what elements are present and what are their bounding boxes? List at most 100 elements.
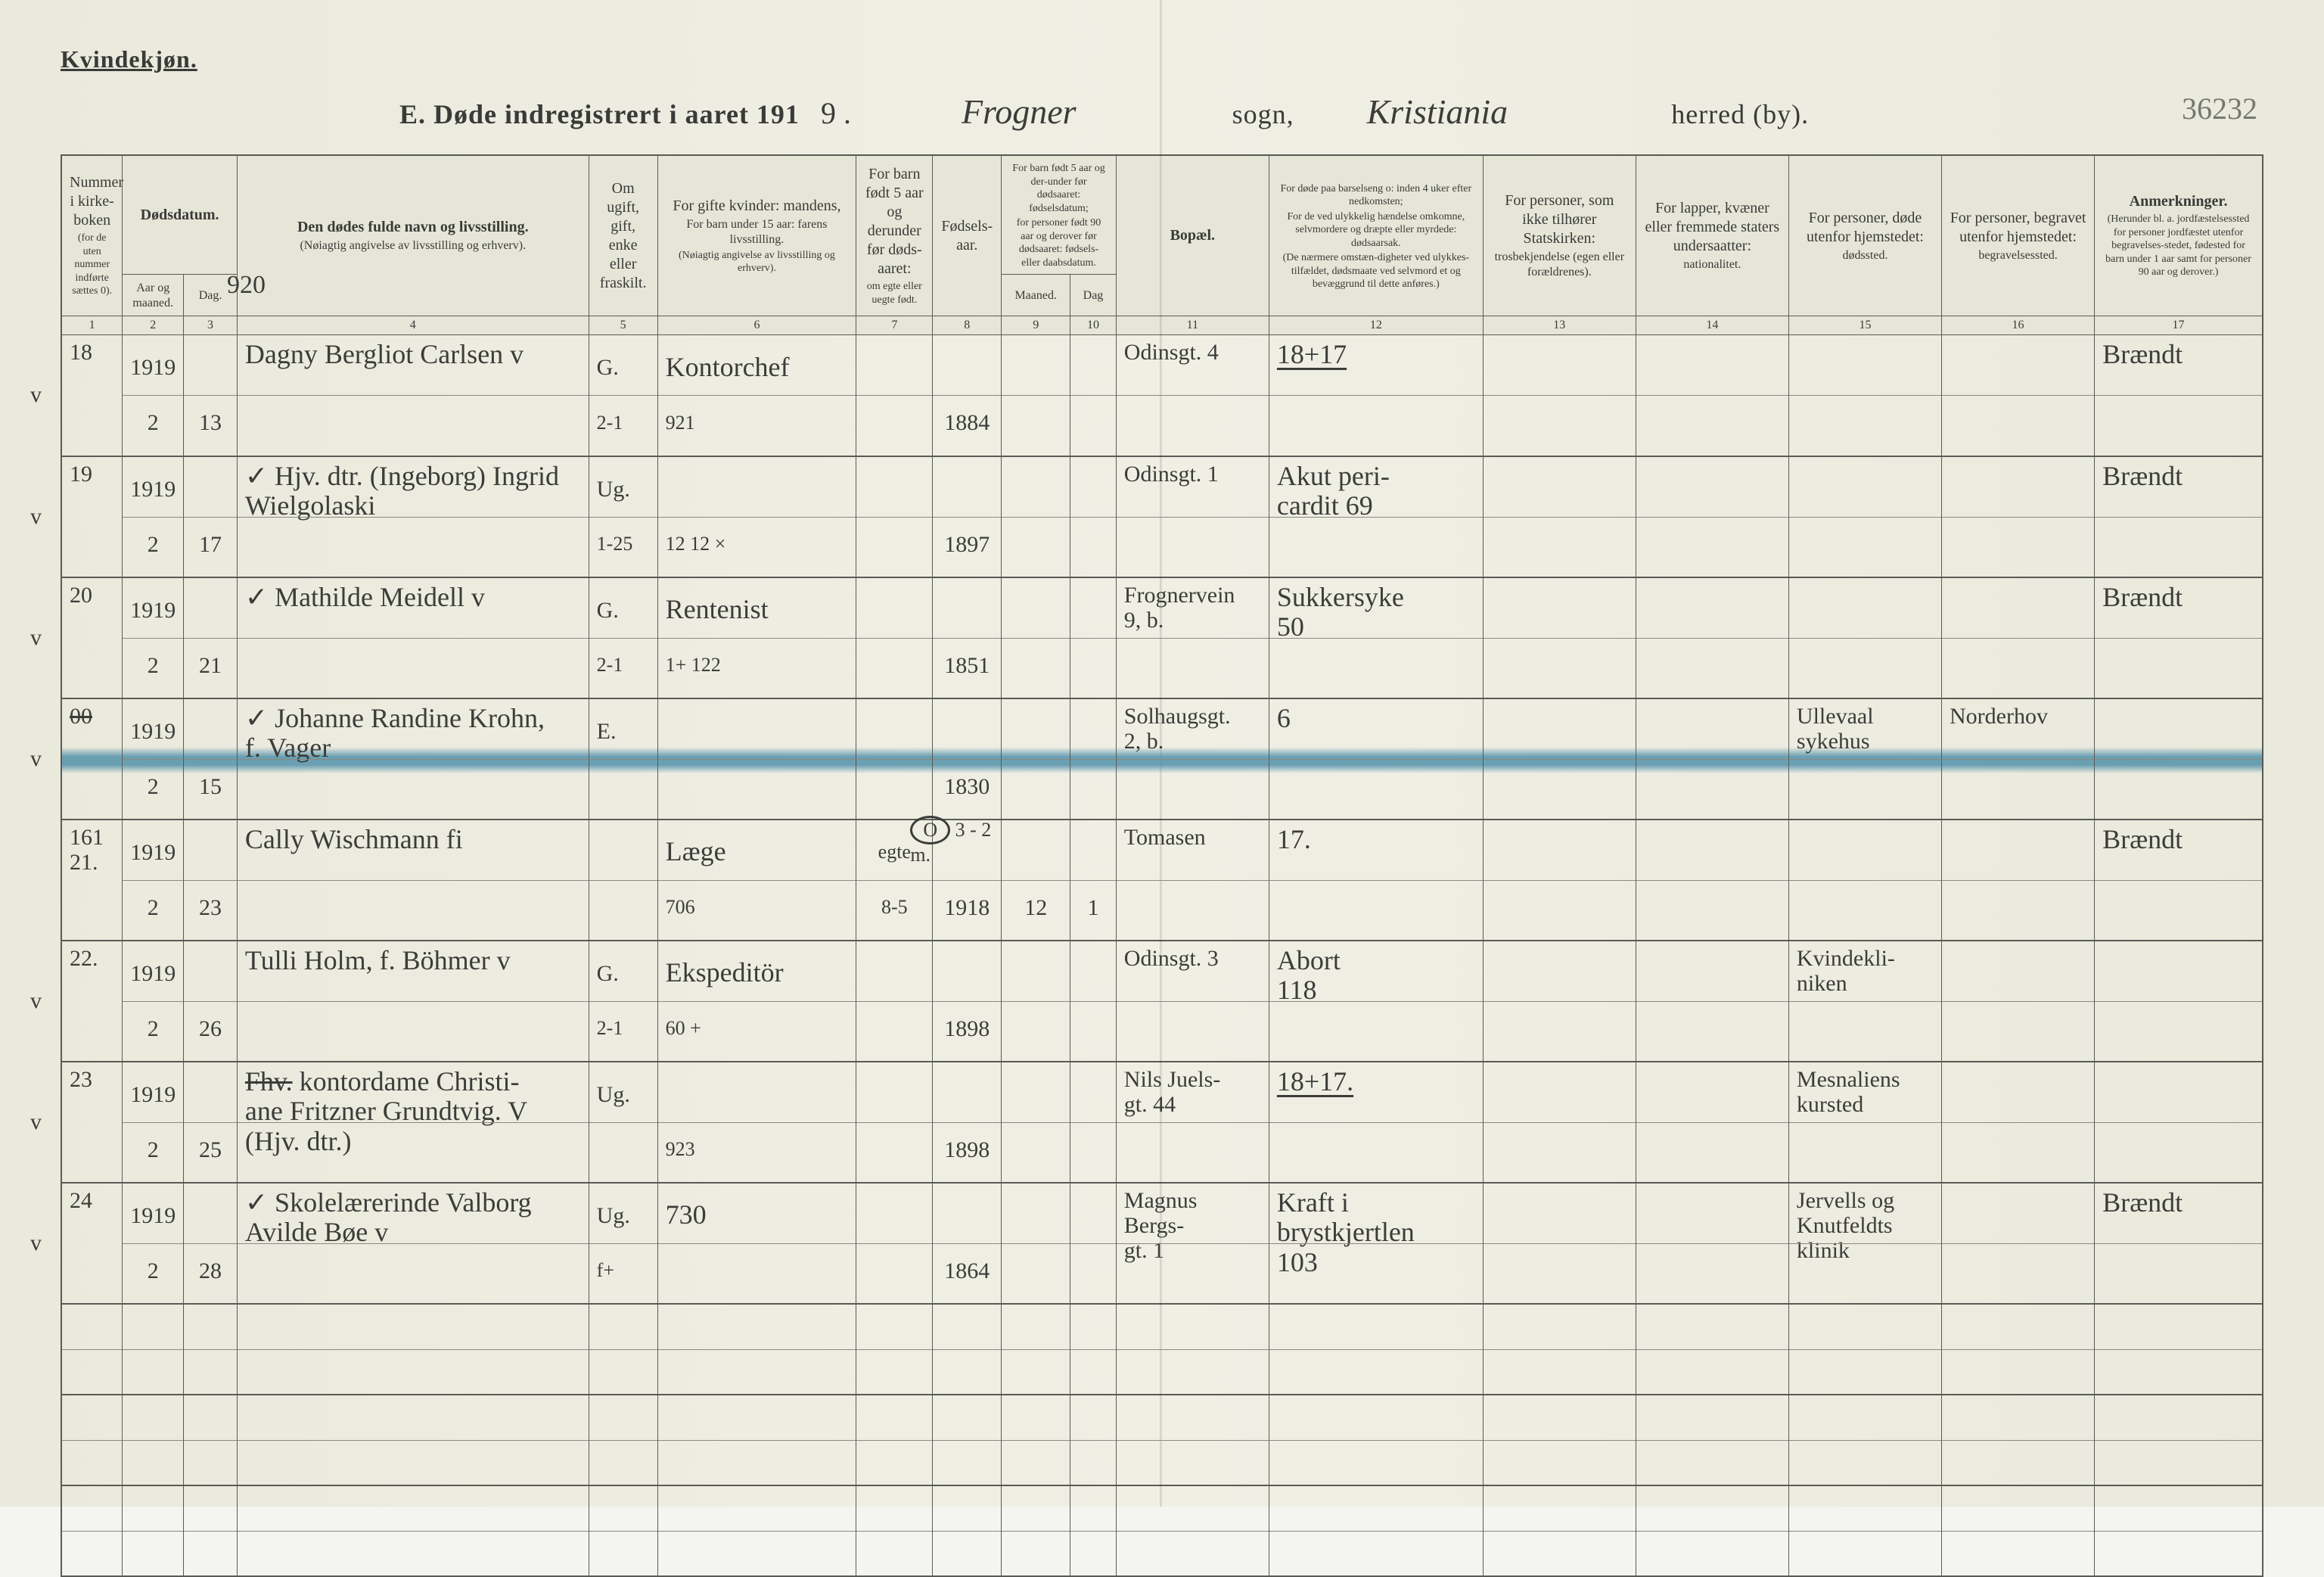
- cell-fodselsaar: 1864: [933, 1183, 1002, 1304]
- cell-bopael: Odinsgt. 4: [1116, 335, 1269, 456]
- cell-c15: Kvindekli-niken: [1788, 941, 1941, 1062]
- col-h-12: For døde paa barselseng o: inden 4 uker …: [1269, 155, 1483, 316]
- cell-dag: 21: [184, 577, 238, 698]
- cell-c13: [1483, 698, 1636, 820]
- cell-empty: [1636, 1485, 1788, 1576]
- colnum-9: 9: [1002, 316, 1070, 335]
- cell-nummer: v24: [61, 1183, 123, 1304]
- cell-empty: [1788, 1304, 1941, 1395]
- page-number-topright: 36232: [2182, 91, 2257, 126]
- cell-fodselsaar: 1851: [933, 577, 1002, 698]
- table-row: v22. 1919 2 26Tulli Holm, f. Böhmer v G.…: [61, 941, 2263, 1062]
- cell-fd-maaned: [1002, 335, 1070, 456]
- row-check-icon: v: [30, 1230, 42, 1256]
- cell-status: Ug. 1-25: [589, 456, 657, 577]
- cell-spouse: Kontorchef 921: [657, 335, 856, 456]
- cell-empty: [123, 1485, 184, 1576]
- cell-c13: [1483, 577, 1636, 698]
- cell-c15: Jervells ogKnutfeldtsklinik: [1788, 1183, 1941, 1304]
- table-row-empty: [61, 1485, 2263, 1576]
- cell-empty: [184, 1395, 238, 1485]
- cell-navn: Dagny Bergliot Carlsen v: [237, 335, 589, 456]
- cell-c14: [1636, 577, 1788, 698]
- cell-bopael: Nils Juels-gt. 44: [1116, 1062, 1269, 1183]
- cell-empty: [237, 1304, 589, 1395]
- cell-empty: [2095, 1304, 2263, 1395]
- col-h-dodsdatum: Dødsdatum.: [123, 155, 238, 275]
- herred-label: herred (by).: [1671, 98, 1809, 130]
- cell-dag: 13: [184, 335, 238, 456]
- cell-c14: [1636, 1062, 1788, 1183]
- sogn-value: Frogner: [962, 92, 1077, 132]
- cell-fd-dag: [1070, 1183, 1117, 1304]
- cell-anmerkninger: [2095, 698, 2263, 820]
- cell-c13: [1483, 456, 1636, 577]
- cell-empty: [1483, 1304, 1636, 1395]
- cell-empty: [237, 1395, 589, 1485]
- cell-fd-maaned: [1002, 941, 1070, 1062]
- cell-empty: [933, 1485, 1002, 1576]
- cell-aar-maaned: 1919 2: [123, 820, 184, 941]
- gender-label: Kvindekjøn.: [61, 45, 2263, 73]
- cell-empty: [184, 1304, 238, 1395]
- title-prefix: E. Døde indregistrert i aaret 191: [399, 98, 800, 130]
- col-h-4: Den dødes fulde navn og livsstilling. (N…: [237, 155, 589, 316]
- cell-dag: 26: [184, 941, 238, 1062]
- cell-status: E.: [589, 698, 657, 820]
- col-h-7: For barn født 5 aar og derunder før døds…: [856, 155, 933, 316]
- cell-empty: [1070, 1395, 1117, 1485]
- cell-empty: [184, 1485, 238, 1576]
- cell-aar-maaned: 1919 2: [123, 1062, 184, 1183]
- cell-bopael: Solhaugsgt.2, b.: [1116, 698, 1269, 820]
- colnum-10: 10: [1070, 316, 1117, 335]
- col-h-2-sub: Aar og maaned.: [123, 275, 184, 316]
- table-row: v19 1919 2 17✓ Hjv. dtr. (Ingeborg) Ingr…: [61, 456, 2263, 577]
- cell-barn: [856, 698, 933, 820]
- cell-c16: [1942, 1062, 2095, 1183]
- cell-fd-maaned: [1002, 1183, 1070, 1304]
- table-row: v23 1919 2 25Fhv. kontordame Christi-ane…: [61, 1062, 2263, 1183]
- colnum-5: 5: [589, 316, 657, 335]
- row-check-icon: v: [30, 382, 42, 408]
- cell-nummer: v23: [61, 1062, 123, 1183]
- cell-dag: 28: [184, 1183, 238, 1304]
- cell-fd-maaned: 12: [1002, 820, 1070, 941]
- table-row: v24 1919 2 28✓ Skolelærerinde ValborgAvi…: [61, 1183, 2263, 1304]
- cell-bopael: Tomasen: [1116, 820, 1269, 941]
- cell-spouse: [657, 698, 856, 820]
- cell-empty: [1002, 1485, 1070, 1576]
- col-h-16: For personer, begravet utenfor hjemstede…: [1942, 155, 2095, 316]
- row-check-icon: v: [30, 625, 42, 651]
- cell-navn: ✓ Hjv. dtr. (Ingeborg) IngridWielgolaski: [237, 456, 589, 577]
- cell-c16: [1942, 577, 2095, 698]
- colnum-12: 12: [1269, 316, 1483, 335]
- col-h-11: Bopæl.: [1116, 155, 1269, 316]
- colnum-7: 7: [856, 316, 933, 335]
- cell-spouse: Ekspeditör 60 +: [657, 941, 856, 1062]
- register-table: Nummer i kirke-boken (for de uten nummer…: [61, 154, 2263, 1577]
- cell-cause: Kraft ibrystkjertlen103: [1269, 1183, 1483, 1304]
- cell-cause: 17.: [1269, 820, 1483, 941]
- colnum-17: 17: [2095, 316, 2263, 335]
- cell-status: [589, 820, 657, 941]
- cell-nummer: v19: [61, 456, 123, 577]
- colnum-8: 8: [933, 316, 1002, 335]
- cell-fd-maaned: [1002, 698, 1070, 820]
- cell-empty: [1942, 1485, 2095, 1576]
- colnum-2: 2: [123, 316, 184, 335]
- cell-spouse: 730: [657, 1183, 856, 1304]
- cell-spouse: 923: [657, 1062, 856, 1183]
- cell-fodselsaar: 1830: [933, 698, 1002, 820]
- cell-empty: [1483, 1485, 1636, 1576]
- table-row: v00 1919 2 15✓ Johanne Randine Krohn,f. …: [61, 698, 2263, 820]
- cell-empty: [1002, 1304, 1070, 1395]
- cell-c14: [1636, 1183, 1788, 1304]
- cell-status: G. 2-1: [589, 335, 657, 456]
- cell-barn: [856, 1062, 933, 1183]
- cell-fodselsaar: 1898: [933, 1062, 1002, 1183]
- cell-empty: [1636, 1395, 1788, 1485]
- cell-c16: Norderhov: [1942, 698, 2095, 820]
- title-year-suffix: 9 .: [821, 95, 851, 131]
- cell-fd-maaned: [1002, 456, 1070, 577]
- cell-spouse: 12 12 ×: [657, 456, 856, 577]
